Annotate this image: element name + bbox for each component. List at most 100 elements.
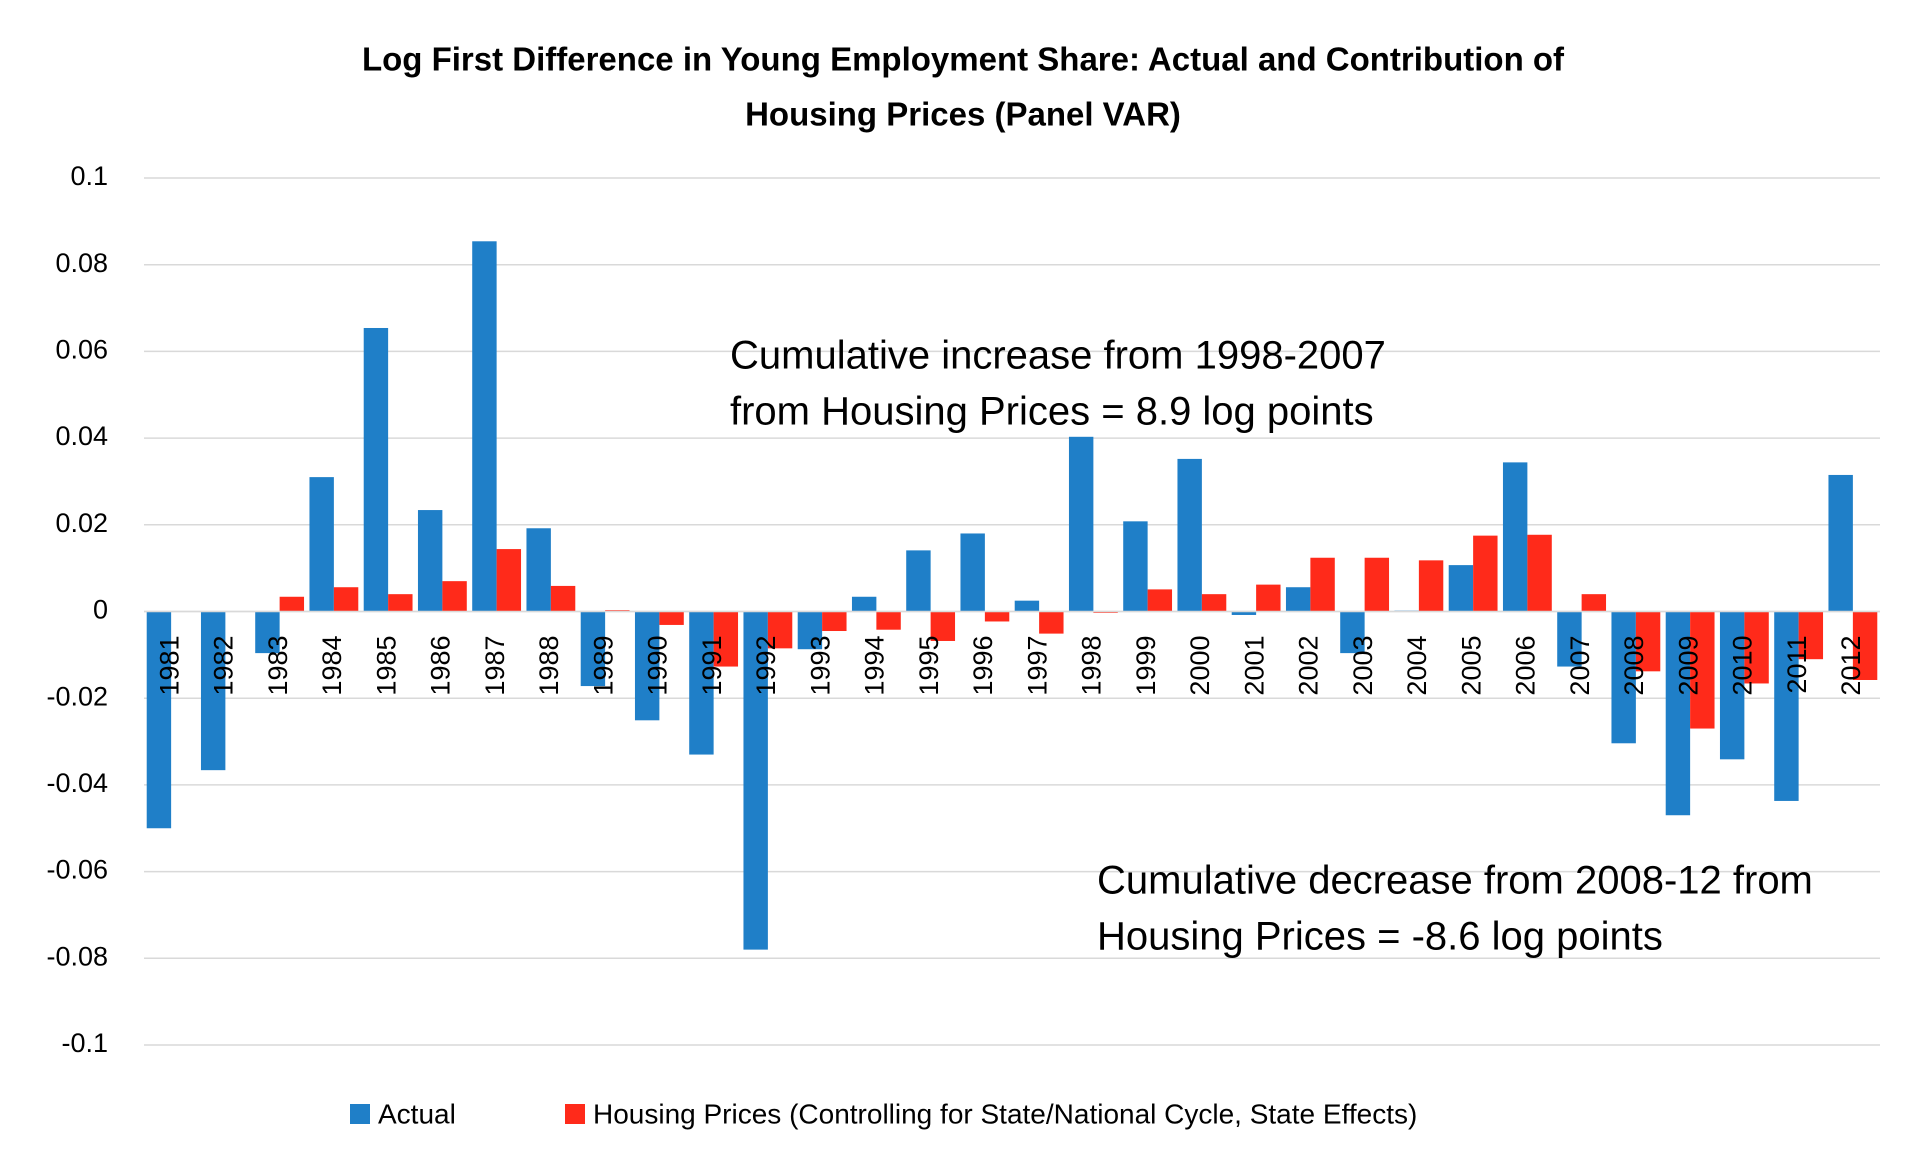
- x-tick-label: 1992: [751, 636, 781, 696]
- y-tick-label: 0.08: [55, 248, 108, 278]
- bar: [200, 611, 226, 771]
- bar: [689, 611, 714, 755]
- x-tick-label: 1988: [534, 636, 564, 696]
- legend-swatch: [350, 1104, 370, 1124]
- bar: [1231, 611, 1257, 615]
- bar: [1068, 436, 1094, 612]
- bar: [580, 611, 606, 687]
- x-tick-label: 2000: [1185, 636, 1215, 696]
- legend-swatch: [565, 1104, 585, 1124]
- x-tick-label: 2009: [1673, 636, 1703, 696]
- x-tick-label: 1996: [968, 636, 998, 696]
- x-tick-label: 1994: [860, 636, 890, 696]
- x-tick-label: 1993: [805, 636, 835, 696]
- bar: [388, 594, 413, 612]
- annotation: Housing Prices = -8.6 log points: [1097, 915, 1663, 959]
- x-tick-label: 1985: [371, 636, 401, 696]
- x-tick-label: 2007: [1565, 636, 1595, 696]
- bar: [255, 611, 280, 654]
- bar: [1473, 535, 1498, 612]
- bar: [1364, 557, 1390, 612]
- bar: [363, 327, 389, 612]
- x-tick-label: 1986: [426, 636, 456, 696]
- bar: [1744, 611, 1769, 684]
- x-tick-label: 1998: [1077, 636, 1107, 696]
- bar: [1527, 534, 1552, 612]
- bar: [1310, 557, 1335, 612]
- x-tick-label: 2005: [1456, 636, 1486, 696]
- bar: [960, 533, 985, 612]
- bar: [442, 581, 467, 612]
- x-tick-label: 1987: [480, 636, 510, 696]
- x-tick-label: 1997: [1022, 636, 1052, 696]
- bar: [1014, 600, 1040, 612]
- bar: [822, 611, 847, 632]
- bar: [1340, 611, 1365, 654]
- bar: [743, 611, 768, 950]
- y-tick-label: -0.08: [46, 941, 108, 971]
- bar: [659, 611, 684, 625]
- bar: [1123, 521, 1148, 612]
- bar: [1177, 458, 1202, 612]
- bar: [1774, 611, 1799, 801]
- bar: [1448, 565, 1474, 612]
- x-tick-label: 1982: [209, 636, 239, 696]
- bar: [1418, 560, 1444, 612]
- bar: [333, 587, 359, 612]
- bar: [851, 596, 877, 612]
- x-tick-label: 2004: [1402, 636, 1432, 696]
- y-tick-label: 0.06: [55, 335, 108, 365]
- bar: [767, 611, 793, 649]
- bar: [984, 611, 1010, 622]
- bar: [472, 241, 497, 612]
- annotation: from Housing Prices = 8.9 log points: [730, 390, 1374, 434]
- bar: [1665, 611, 1691, 816]
- y-tick-label: -0.06: [46, 855, 108, 885]
- x-tick-label: 2008: [1619, 636, 1649, 696]
- x-tick-label: 1991: [697, 636, 727, 696]
- bar: [1256, 584, 1281, 612]
- bar: [876, 611, 901, 630]
- y-tick-label: 0: [93, 595, 108, 625]
- x-tick-label: 2001: [1239, 636, 1269, 696]
- bar: [906, 550, 931, 612]
- bar: [550, 585, 576, 612]
- x-tick-label: 2006: [1511, 636, 1541, 696]
- bar: [1502, 462, 1528, 612]
- bar: [526, 528, 551, 612]
- bar: [1852, 611, 1878, 680]
- bar: [1039, 611, 1064, 634]
- bar: [713, 611, 739, 667]
- x-tick-label: 2003: [1348, 636, 1378, 696]
- bar: [1557, 611, 1582, 667]
- bar: [417, 510, 443, 612]
- y-tick-label: 0.1: [70, 161, 108, 191]
- chart-title: Log First Difference in Young Employment…: [362, 41, 1565, 78]
- bar: [1147, 589, 1173, 612]
- bar: [146, 611, 172, 829]
- bar: [279, 596, 305, 612]
- bar: [1635, 611, 1661, 672]
- annotation: Cumulative decrease from 2008-12 from: [1097, 859, 1813, 903]
- x-tick-label: 2010: [1728, 636, 1758, 696]
- bar: [797, 611, 823, 650]
- legend-label: Housing Prices (Controlling for State/Na…: [593, 1098, 1417, 1129]
- x-tick-label: 2012: [1836, 636, 1866, 696]
- x-tick-label: 1981: [154, 636, 184, 696]
- bar: [1285, 587, 1311, 612]
- x-tick-label: 1990: [643, 636, 673, 696]
- bar: [496, 549, 522, 612]
- y-tick-label: 0.04: [55, 421, 108, 451]
- bar: [634, 611, 660, 721]
- bar: [1201, 594, 1227, 612]
- x-tick-label: 2002: [1294, 636, 1324, 696]
- bar: [1719, 611, 1745, 760]
- bar: [1828, 474, 1853, 612]
- bar: [1798, 611, 1824, 660]
- bar: [930, 611, 956, 641]
- annotation: Cumulative increase from 1998-2007: [730, 334, 1386, 378]
- bar: [1690, 611, 1715, 729]
- bar: [1581, 594, 1607, 612]
- y-tick-label: -0.04: [46, 768, 108, 798]
